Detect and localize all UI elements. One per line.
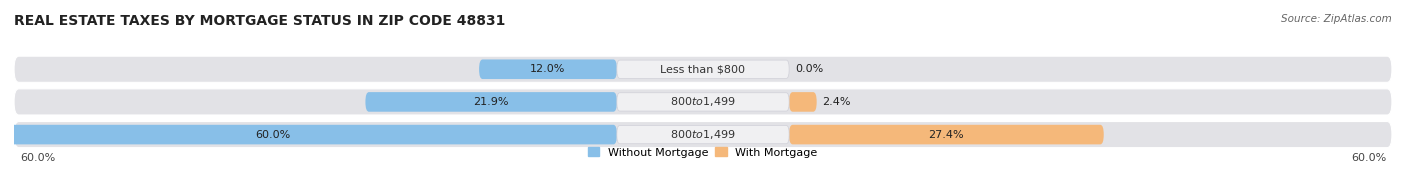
Text: 21.9%: 21.9%	[474, 97, 509, 107]
Text: $800 to $1,499: $800 to $1,499	[671, 95, 735, 108]
FancyBboxPatch shape	[14, 56, 1392, 82]
Text: 12.0%: 12.0%	[530, 64, 565, 74]
FancyBboxPatch shape	[366, 92, 617, 112]
FancyBboxPatch shape	[479, 59, 617, 79]
FancyBboxPatch shape	[617, 125, 789, 144]
FancyBboxPatch shape	[14, 89, 1392, 115]
FancyBboxPatch shape	[14, 122, 1392, 148]
FancyBboxPatch shape	[789, 125, 1104, 144]
FancyBboxPatch shape	[0, 125, 617, 144]
Text: Source: ZipAtlas.com: Source: ZipAtlas.com	[1281, 14, 1392, 24]
Text: $800 to $1,499: $800 to $1,499	[671, 128, 735, 141]
Text: 60.0%: 60.0%	[254, 130, 290, 140]
FancyBboxPatch shape	[617, 60, 789, 78]
FancyBboxPatch shape	[617, 93, 789, 111]
Text: 2.4%: 2.4%	[823, 97, 851, 107]
Text: 0.0%: 0.0%	[794, 64, 823, 74]
Text: 27.4%: 27.4%	[928, 130, 965, 140]
Text: Less than $800: Less than $800	[661, 64, 745, 74]
FancyBboxPatch shape	[789, 92, 817, 112]
Legend: Without Mortgage, With Mortgage: Without Mortgage, With Mortgage	[588, 147, 818, 158]
Text: 60.0%: 60.0%	[20, 153, 55, 163]
Text: 60.0%: 60.0%	[1351, 153, 1386, 163]
Text: REAL ESTATE TAXES BY MORTGAGE STATUS IN ZIP CODE 48831: REAL ESTATE TAXES BY MORTGAGE STATUS IN …	[14, 14, 505, 28]
